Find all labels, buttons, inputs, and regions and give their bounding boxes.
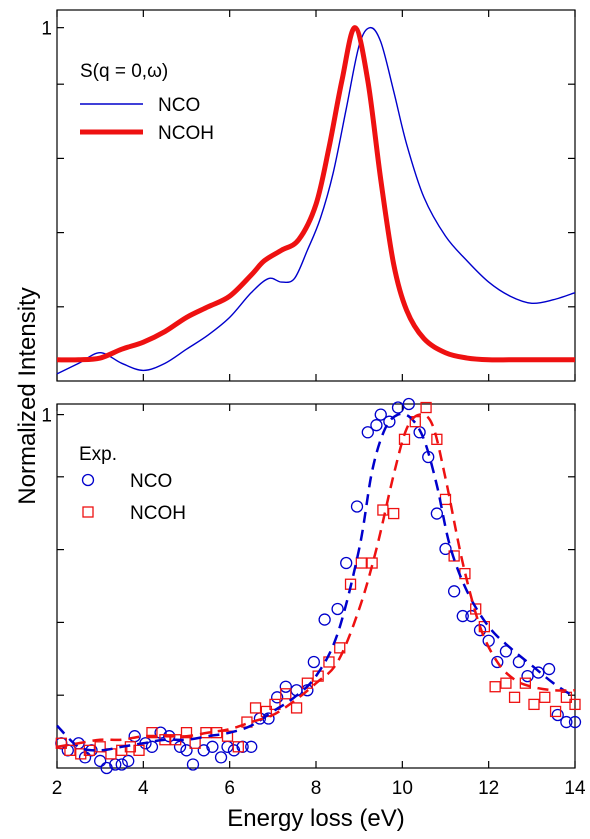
data-point-square <box>388 507 400 520</box>
data-point-square <box>232 741 244 753</box>
data-point-circle <box>568 715 582 729</box>
data-point-circle <box>145 740 159 753</box>
data-point-circle <box>173 740 187 753</box>
data-point-circle <box>473 624 487 637</box>
data-point-square <box>355 557 367 569</box>
data-point-square <box>221 730 234 742</box>
data-point-square <box>55 737 67 749</box>
legend-title: S(q = 0,ω) <box>80 61 168 82</box>
data-point-circle <box>551 708 564 722</box>
series-line-nco-fit <box>56 412 576 752</box>
legend-marker <box>81 473 95 487</box>
x-tick-label: 12 <box>478 778 499 799</box>
data-point-square <box>75 748 87 760</box>
data-point-square <box>146 727 158 739</box>
data-point-circle <box>115 758 128 771</box>
data-point-square <box>180 727 193 739</box>
legend-label: NCO <box>130 471 172 492</box>
data-point-circle <box>227 744 241 757</box>
data-point-circle <box>154 726 167 739</box>
data-point-square <box>448 550 460 562</box>
data-point-square <box>528 698 540 711</box>
data-point-circle <box>340 556 353 570</box>
y-tick-label: 1 <box>41 406 52 427</box>
data-point-square <box>290 702 303 714</box>
legend-title: Exp. <box>79 444 117 465</box>
plot-frame <box>56 403 576 769</box>
data-point-square <box>323 656 335 668</box>
data-point-circle <box>456 609 469 623</box>
legend-label: NCOH <box>158 123 214 144</box>
y-axis-label: Normalized Intensity <box>14 287 41 504</box>
data-point-circle <box>391 401 405 414</box>
y-tick-label: 1 <box>41 19 52 40</box>
data-point-circle <box>491 655 504 669</box>
legend-label: NCOH <box>130 503 186 524</box>
data-point-circle <box>447 585 461 598</box>
data-point-circle <box>331 602 344 616</box>
data-point-circle <box>560 715 573 729</box>
data-point-square <box>116 744 128 756</box>
data-point-square <box>249 702 262 714</box>
data-point-square <box>334 642 346 654</box>
data-point-circle <box>542 662 556 676</box>
data-point-circle <box>206 740 219 753</box>
data-point-circle <box>439 542 452 556</box>
data-point-circle <box>350 500 364 513</box>
data-point-circle <box>78 751 92 764</box>
x-tick-label: 6 <box>224 778 235 799</box>
data-point-circle <box>279 680 292 693</box>
data-point-circle <box>186 758 200 771</box>
data-point-square <box>569 698 581 711</box>
data-point-square <box>508 691 521 703</box>
data-point-circle <box>532 666 545 679</box>
x-tick-label: 4 <box>138 778 149 799</box>
x-tick-label: 8 <box>311 778 322 799</box>
data-point-circle <box>94 754 107 768</box>
data-point-circle <box>370 419 383 432</box>
data-point-circle <box>430 507 444 520</box>
data-point-circle <box>100 761 113 775</box>
x-axis-label: Energy loss (eV) <box>227 805 404 832</box>
data-point-circle <box>180 744 193 757</box>
data-point-circle <box>318 613 331 626</box>
data-point-square <box>133 744 145 756</box>
data-point-circle <box>270 691 284 704</box>
data-point-circle <box>383 415 396 428</box>
data-point-circle <box>197 744 210 757</box>
data-point-square <box>539 691 551 703</box>
data-point-circle <box>402 397 415 411</box>
x-tick-label: 2 <box>52 778 63 799</box>
data-point-square <box>280 688 292 700</box>
data-point-circle <box>521 669 534 683</box>
x-tick-label: 10 <box>392 778 413 799</box>
data-point-square <box>549 705 562 718</box>
bottom-panel: 2 4 6 8 10 12 14 1 Exp. NCO NCOH <box>41 397 586 799</box>
data-point-square <box>420 401 432 414</box>
data-point-square <box>211 727 223 739</box>
data-point-circle <box>245 740 258 753</box>
data-point-square <box>500 677 512 689</box>
top-panel: 1 S(q = 0,ω) NCO NCOH <box>41 9 576 382</box>
series-line-ncoh <box>56 25 575 363</box>
legend-label: NCO <box>158 95 200 116</box>
data-point-circle <box>361 426 374 439</box>
data-point-circle <box>221 740 234 753</box>
data-point-square <box>200 727 212 739</box>
data-point-circle <box>122 754 135 768</box>
data-point-square <box>489 681 501 693</box>
data-point-circle <box>307 655 320 669</box>
data-point-circle <box>374 408 387 421</box>
data-point-square <box>94 741 106 753</box>
legend-marker <box>82 506 94 518</box>
series-line-nco <box>56 26 576 375</box>
series-line-ncoh-fit <box>56 413 576 749</box>
data-point-square <box>377 504 389 516</box>
x-tick-label: 14 <box>564 778 586 799</box>
data-point-circle <box>214 751 228 764</box>
data-point-square <box>64 744 76 756</box>
data-point-circle <box>499 645 513 658</box>
